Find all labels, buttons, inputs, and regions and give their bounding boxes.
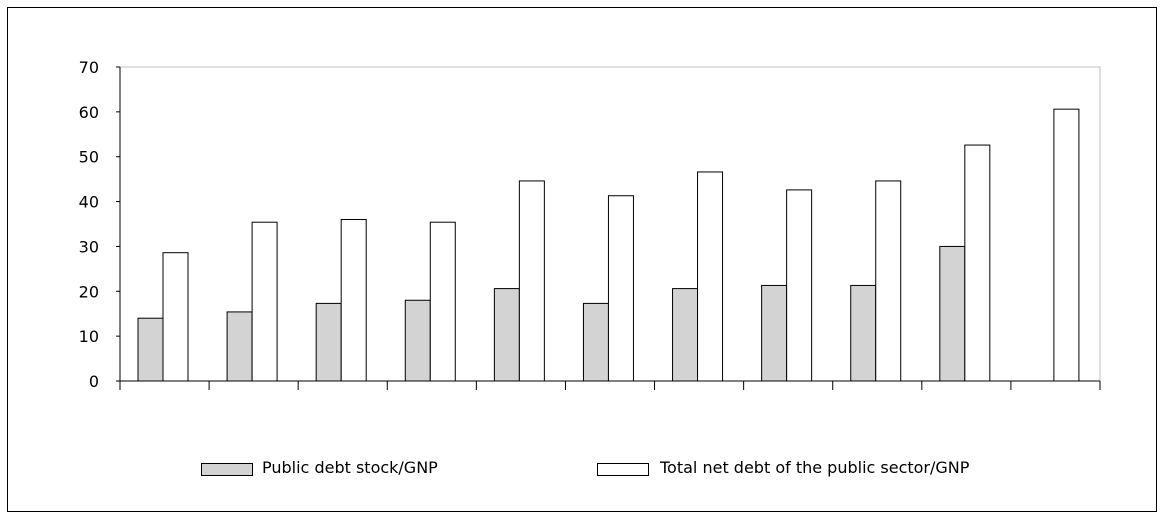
bar-series-2 [786,189,813,382]
bar-series-1 [582,302,609,382]
y-tick-label: 40 [79,193,99,212]
bar-series-1 [672,288,699,382]
y-tick-label: 70 [79,58,99,77]
bar-series-1 [404,299,431,382]
bar-series-2 [518,180,545,382]
bar-series-1 [226,311,253,382]
legend-swatch-total-net-debt [597,463,649,476]
bar-series-2 [340,219,367,382]
bar-series-1 [137,317,164,382]
y-tick-label: 60 [79,103,99,122]
y-tick-label: 30 [79,237,99,256]
bar-series-2 [429,221,456,382]
bar-series-1 [850,284,877,382]
bar-series-2 [697,171,724,382]
bar-series-1 [315,302,342,382]
bar-series-1 [761,284,788,382]
legend-swatch-public-debt [201,463,253,476]
bar-series-2 [964,144,991,382]
bar-series-2 [1053,108,1080,382]
y-tick-label: 0 [89,372,99,391]
bar-series-2 [251,221,278,382]
y-tick-label: 20 [79,282,99,301]
bar-series-2 [607,195,634,382]
y-tick-label: 50 [79,148,99,167]
y-tick-label: 10 [79,327,99,346]
bar-series-1 [939,245,966,382]
legend-label-total-net-debt: Total net debt of the public sector/GNP [660,458,970,477]
bar-series-1 [493,288,520,382]
bar-series-2 [162,252,189,382]
bar-series-2 [875,180,902,382]
legend-label-public-debt: Public debt stock/GNP [262,458,438,477]
